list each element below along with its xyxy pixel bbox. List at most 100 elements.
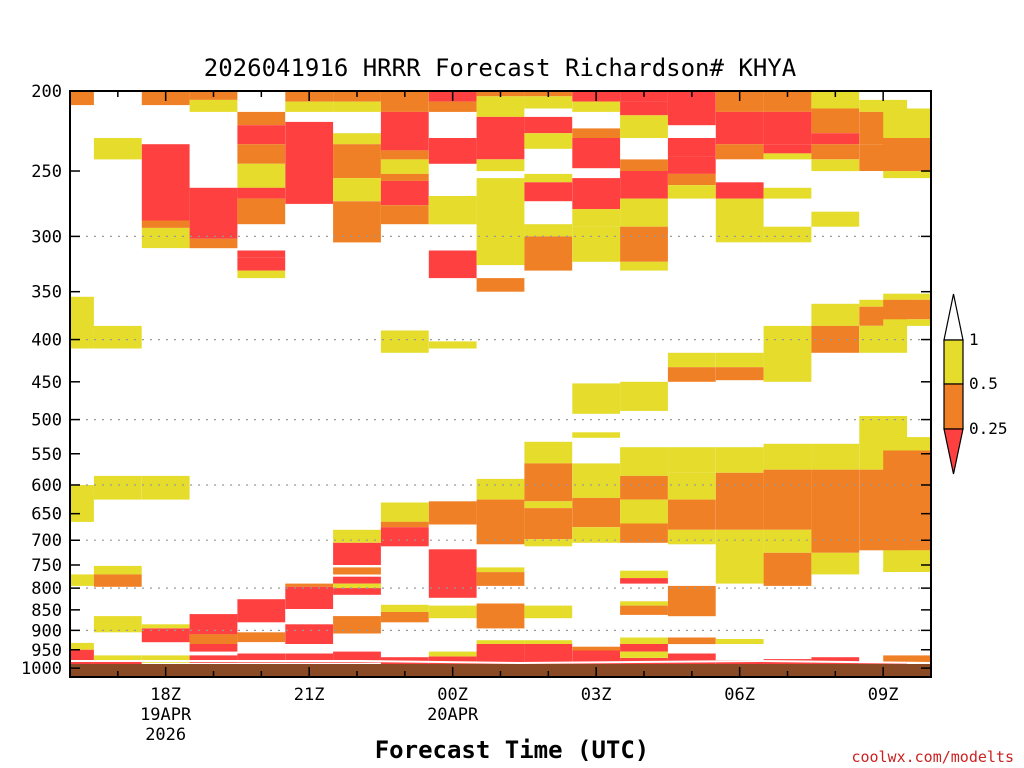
heat-cell xyxy=(380,604,429,612)
heat-cell xyxy=(883,108,931,138)
heat-cell xyxy=(285,101,334,112)
heat-cell xyxy=(763,144,812,154)
heat-cell xyxy=(620,381,668,411)
heat-cell xyxy=(620,601,668,606)
heat-cell xyxy=(93,565,142,575)
colorbar-legend: 1 0.5 0.25 xyxy=(943,293,1008,475)
heat-cell xyxy=(141,655,190,663)
heat-cell xyxy=(763,469,812,530)
heat-cell xyxy=(524,644,573,667)
heat-cell xyxy=(572,209,621,227)
heat-cell xyxy=(476,96,525,117)
heat-cell xyxy=(811,144,860,160)
x-tick-label: 09Z xyxy=(868,685,899,705)
heat-cell xyxy=(285,121,334,204)
heat-cell xyxy=(811,108,860,134)
heat-cell xyxy=(428,196,477,225)
heat-cell xyxy=(572,128,621,138)
heat-cell xyxy=(476,159,525,172)
heat-cell xyxy=(572,226,621,262)
heat-cell xyxy=(620,447,668,476)
heat-cell xyxy=(428,656,477,665)
x-tick-label: 21Z xyxy=(294,685,325,705)
heat-cell xyxy=(237,198,286,225)
heat-cell xyxy=(883,319,931,326)
heat-cell xyxy=(93,660,142,667)
heat-cell xyxy=(572,432,621,438)
heat-cell xyxy=(715,182,764,199)
heat-cell xyxy=(380,521,429,528)
y-tick-label: 850 xyxy=(31,601,62,621)
heat-cell xyxy=(620,499,668,524)
heat-cell xyxy=(428,341,477,349)
heat-cell xyxy=(93,475,142,500)
heat-cell xyxy=(763,91,812,112)
heat-cell xyxy=(333,133,381,145)
heat-cell xyxy=(189,644,238,652)
heat-cell xyxy=(285,586,334,609)
heat-cell xyxy=(572,138,621,169)
heat-cell xyxy=(380,180,429,206)
heat-cell xyxy=(333,567,381,575)
heat-cell xyxy=(524,539,573,547)
heat-cell xyxy=(285,653,334,663)
x-tick-date: 20APR xyxy=(427,705,479,725)
heat-cell xyxy=(667,529,716,545)
heat-cell xyxy=(524,640,573,645)
heat-cell xyxy=(141,144,190,221)
heat-cell xyxy=(189,238,238,249)
heat-cell xyxy=(237,257,286,271)
heat-cell xyxy=(763,226,812,243)
heat-cell xyxy=(715,198,764,243)
heat-cell xyxy=(428,651,477,657)
colorbar-label: 0.25 xyxy=(969,419,1008,438)
heat-cell xyxy=(883,450,931,551)
heat-cell xyxy=(859,325,908,353)
heat-cell xyxy=(811,91,860,109)
heat-cell xyxy=(763,111,812,145)
heat-cell xyxy=(70,574,94,586)
ground-layer xyxy=(70,659,932,677)
heat-cell xyxy=(715,144,764,160)
heat-cell xyxy=(476,478,525,500)
heat-cell xyxy=(428,101,477,112)
heat-cell xyxy=(380,91,429,112)
heat-cell xyxy=(285,583,334,587)
heat-cell xyxy=(811,303,860,326)
colorbar-top-arrow xyxy=(943,293,964,341)
heat-cell xyxy=(70,649,94,669)
heat-cell xyxy=(428,501,477,525)
heat-cell xyxy=(70,91,94,106)
y-tick-label: 600 xyxy=(31,476,62,496)
heat-cell xyxy=(380,205,429,225)
heat-cell xyxy=(189,187,238,239)
heat-cell xyxy=(380,159,429,174)
heat-cell xyxy=(141,624,190,629)
colorbar-label: 0.5 xyxy=(969,374,998,393)
heat-cell xyxy=(70,485,94,522)
y-tick-label: 300 xyxy=(31,227,62,247)
heat-cell xyxy=(620,115,668,138)
heat-cell xyxy=(667,637,716,645)
heat-cell xyxy=(883,293,931,300)
heat-cell xyxy=(237,144,286,164)
heat-cell xyxy=(237,599,286,623)
heat-cell xyxy=(572,527,621,543)
heat-cell xyxy=(667,367,716,382)
heat-cell xyxy=(380,502,429,522)
heat-cell xyxy=(715,447,764,473)
heat-cell xyxy=(811,443,860,470)
y-tick-label: 350 xyxy=(31,283,62,303)
heat-cell xyxy=(524,133,573,149)
heat-cell xyxy=(333,588,381,595)
heat-cell xyxy=(141,475,190,500)
heat-cell xyxy=(620,637,668,645)
x-tick-label: 18Z xyxy=(150,685,181,705)
heat-cell xyxy=(715,472,764,530)
heat-cell xyxy=(333,101,381,112)
heat-cell xyxy=(620,159,668,172)
heat-cell xyxy=(524,463,573,502)
heat-cell xyxy=(620,101,668,116)
heat-cell xyxy=(667,138,716,157)
heat-cell xyxy=(141,628,190,643)
